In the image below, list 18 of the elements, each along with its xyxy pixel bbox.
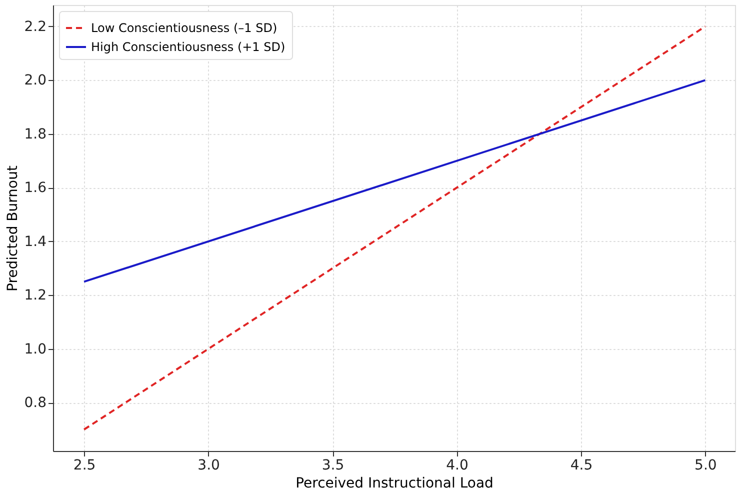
y-tick-label: 0.8 [24,395,46,412]
y-tick-label: 1.8 [24,126,46,142]
y-tick-label: 2.0 [24,72,46,89]
y-tick-label: 1.4 [24,234,47,250]
y-tick-label: 1.2 [24,288,46,304]
y-axis-title: Predicted Burnout [5,165,22,292]
y-tick-label: 1.0 [24,341,46,358]
x-tick-label: 4.5 [570,458,593,474]
x-tick-label: 3.5 [322,458,344,474]
legend-label: High Conscientiousness (+1 SD) [91,40,286,54]
x-axis-title: Perceived Instructional Load [296,476,494,492]
y-tick-label: 1.6 [24,180,47,196]
x-tick-label: 4.0 [446,458,468,474]
y-tick-label: 2.2 [24,18,46,35]
x-tick-label: 3.0 [198,458,220,474]
x-tick-label: 2.5 [73,458,96,474]
legend-label: Low Conscientiousness (–1 SD) [91,21,278,35]
x-tick-label: 5.0 [694,458,717,474]
